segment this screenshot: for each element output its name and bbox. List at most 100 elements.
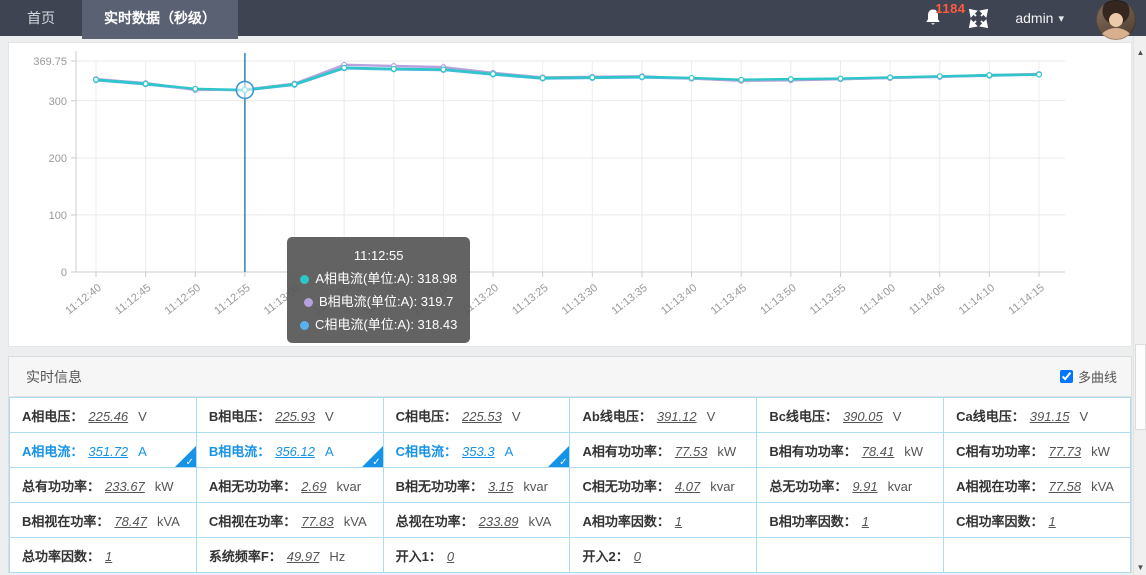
metric-value-link[interactable]: 2.69 bbox=[301, 478, 327, 494]
table-row: B相视在功率： 78.47 kVA C相视在功率： 77.83 kVA 总视在功率： 233.… bbox=[9, 502, 1131, 538]
metric-cell: B相电压： 225.93 V bbox=[195, 397, 384, 433]
metric-label: A相电压： bbox=[22, 408, 84, 424]
metric-label: 开入1： bbox=[395, 548, 442, 564]
metric-cell: Ca线电压： 391.15 V bbox=[943, 397, 1131, 433]
metric-value-link[interactable]: 225.93 bbox=[275, 408, 315, 424]
metric-label: A相视在功率： bbox=[956, 478, 1044, 494]
fullscreen-icon[interactable] bbox=[968, 8, 989, 29]
metric-cell: A相无功功率： 2.69 kvar bbox=[195, 467, 384, 503]
empty-cell bbox=[756, 537, 945, 573]
selected-corner-badge bbox=[174, 446, 196, 467]
metric-value-link[interactable]: 351.72 bbox=[88, 443, 129, 459]
metric-cell: 开入2： 0 bbox=[569, 537, 758, 573]
metric-label: 开入2： bbox=[582, 548, 629, 564]
metric-unit: V bbox=[138, 408, 147, 424]
metric-value-link[interactable]: 77.53 bbox=[674, 443, 708, 459]
metric-value-link[interactable]: 78.47 bbox=[114, 513, 147, 529]
metric-label: 总无功功率： bbox=[769, 478, 848, 494]
scrollbar-thumb[interactable] bbox=[1135, 344, 1146, 430]
metric-label: A相功率因数： bbox=[582, 513, 670, 529]
multi-curve-toggle[interactable]: 多曲线 bbox=[1059, 367, 1117, 386]
metric-value-link[interactable]: 9.91 bbox=[852, 478, 878, 494]
metric-label: A相有功功率： bbox=[582, 443, 670, 459]
metric-unit: A bbox=[138, 443, 147, 459]
avatar[interactable] bbox=[1096, 0, 1136, 40]
metric-label: Ab线电压： bbox=[582, 408, 652, 424]
svg-text:11:13:50: 11:13:50 bbox=[758, 282, 798, 317]
metric-value-link[interactable]: 225.46 bbox=[88, 408, 129, 424]
metric-value-link[interactable]: 3.15 bbox=[488, 478, 514, 494]
series-dot-icon bbox=[300, 275, 310, 285]
metric-cell: A相电压： 225.46 V bbox=[9, 397, 197, 433]
tooltip-item: C相电流(单位:A): 318.43 bbox=[300, 313, 457, 336]
series-dot-icon bbox=[303, 298, 313, 308]
metric-value-link[interactable]: 1 bbox=[105, 548, 113, 564]
scroll-up-icon[interactable]: ▲ bbox=[1136, 48, 1145, 57]
metric-value-link[interactable]: 0 bbox=[633, 548, 641, 564]
tab-realtime-seconds[interactable]: 实时数据（秒级） bbox=[82, 0, 238, 39]
metric-value-link[interactable]: 391.15 bbox=[1029, 408, 1070, 424]
svg-text:11:14:05: 11:14:05 bbox=[907, 282, 947, 317]
metric-value-link[interactable]: 49.97 bbox=[286, 548, 320, 564]
metric-cell: 系统频率F： 49.97 Hz bbox=[195, 537, 384, 573]
metric-cell: 开入1： 0 bbox=[382, 537, 571, 573]
svg-text:11:12:40: 11:12:40 bbox=[63, 282, 103, 317]
tooltip-text: B相电流(单位:A): 319.7 bbox=[318, 294, 454, 309]
metric-unit: V bbox=[1079, 408, 1089, 424]
svg-text:11:13:30: 11:13:30 bbox=[560, 282, 600, 317]
metric-label: 总功率因数： bbox=[22, 548, 101, 564]
notification-bell[interactable]: 1184 bbox=[924, 1, 965, 28]
metric-value-link[interactable]: 391.12 bbox=[656, 408, 697, 424]
vertical-scrollbar[interactable]: ▲ ▼ bbox=[1133, 36, 1146, 575]
metric-value-link[interactable]: 356.12 bbox=[275, 443, 315, 459]
metric-unit: kvar bbox=[523, 478, 548, 494]
svg-text:11:13:55: 11:13:55 bbox=[808, 282, 848, 317]
metric-label: C相电流： bbox=[395, 443, 458, 459]
metric-value-link[interactable]: 0 bbox=[446, 548, 455, 564]
metric-label: Bc线电压： bbox=[769, 408, 838, 424]
multi-curve-checkbox[interactable] bbox=[1059, 370, 1073, 383]
metric-value-link[interactable]: 1 bbox=[1048, 513, 1056, 529]
line-chart[interactable]: 0 100 200 300 369.75 11:12:40 11:12:45 11:12:50… bbox=[9, 43, 1131, 346]
metric-value-link[interactable]: 1 bbox=[861, 513, 869, 529]
notification-count-badge: 1184 bbox=[935, 1, 966, 16]
metric-cell: C相电流： 353.3 A ✓ bbox=[382, 432, 571, 468]
metric-value-link[interactable]: 78.41 bbox=[861, 443, 895, 459]
svg-text:11:14:00: 11:14:00 bbox=[857, 282, 897, 317]
metric-value-link[interactable]: 77.73 bbox=[1048, 443, 1082, 459]
metric-value-link[interactable]: 4.07 bbox=[674, 478, 701, 494]
nav-item-home[interactable]: 首页 bbox=[27, 10, 55, 26]
tooltip-items: A相电流(单位:A): 318.98 B相电流(单位:A): 319.7 C相电流(… bbox=[300, 267, 457, 336]
scroll-down-icon[interactable]: ▼ bbox=[1136, 563, 1145, 572]
svg-text:369.75: 369.75 bbox=[33, 56, 67, 68]
metric-unit: V bbox=[511, 408, 521, 424]
metric-label: B相电流： bbox=[208, 443, 271, 459]
svg-text:100: 100 bbox=[49, 210, 67, 222]
metric-unit: A bbox=[324, 443, 334, 459]
metric-value-link[interactable]: 1 bbox=[674, 513, 683, 529]
metric-value-link[interactable]: 77.83 bbox=[301, 513, 334, 529]
user-menu[interactable]: admin ▾ bbox=[1015, 10, 1064, 26]
metric-value-link[interactable]: 77.58 bbox=[1048, 478, 1082, 494]
metric-label: A相无功功率： bbox=[208, 478, 297, 494]
metric-value-link[interactable]: 390.05 bbox=[842, 408, 883, 424]
metric-cell: C相功率因数： 1 bbox=[943, 502, 1131, 538]
metric-value-link[interactable]: 353.3 bbox=[462, 443, 495, 459]
metric-label: B相无功功率： bbox=[395, 478, 484, 494]
metric-value-link[interactable]: 233.67 bbox=[105, 478, 145, 494]
metric-cell: A相电流： 351.72 A ✓ bbox=[9, 432, 197, 468]
metric-unit: kW bbox=[1091, 443, 1110, 459]
metric-cell: 总视在功率： 233.89 kVA bbox=[382, 502, 571, 538]
metric-label: C相视在功率： bbox=[208, 513, 297, 529]
metric-label: C相电压： bbox=[395, 408, 458, 424]
metric-unit: kvar bbox=[336, 478, 362, 494]
metric-cell: A相有功功率： 77.53 kW bbox=[569, 432, 758, 468]
metric-unit: V bbox=[324, 408, 334, 424]
metric-cell: A相视在功率： 77.58 kVA bbox=[943, 467, 1131, 503]
metric-label: C相无功功率： bbox=[582, 478, 670, 494]
metric-label: B相视在功率： bbox=[22, 513, 110, 529]
metric-value-link[interactable]: 225.53 bbox=[462, 408, 502, 424]
selected-corner-badge bbox=[548, 446, 569, 467]
metric-value-link[interactable]: 233.89 bbox=[478, 513, 519, 529]
